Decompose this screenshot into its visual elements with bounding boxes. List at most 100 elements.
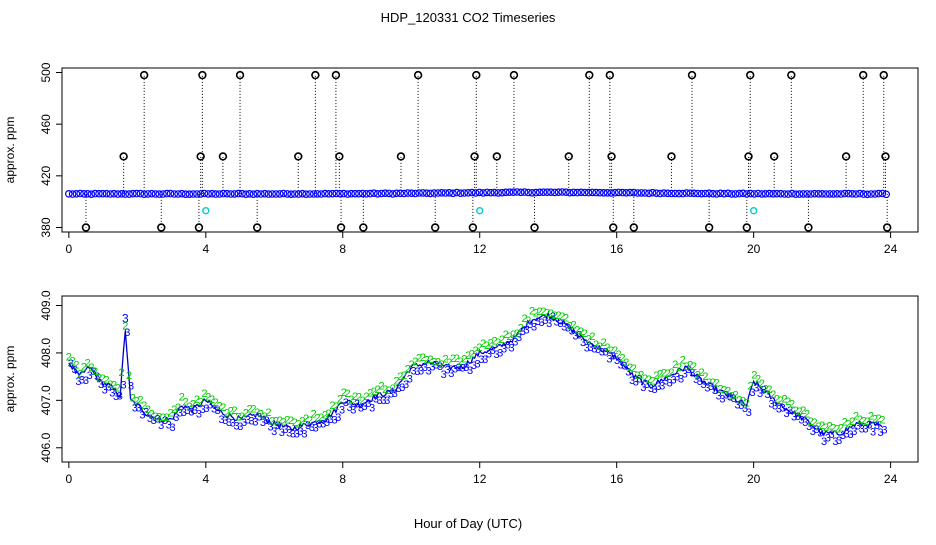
baseline-point xyxy=(742,190,751,198)
marker-2: 2 xyxy=(544,307,550,319)
marker-2: 2 xyxy=(352,391,358,403)
marker-2: 2 xyxy=(292,417,298,429)
marker-3: 3 xyxy=(365,398,371,410)
baseline-point xyxy=(580,188,589,197)
y-tick-label: 409.0 xyxy=(39,290,53,320)
marker-3: 3 xyxy=(746,407,752,419)
marker-2: 2 xyxy=(586,334,592,346)
marker-3: 3 xyxy=(309,422,315,434)
marker-2: 2 xyxy=(522,313,528,325)
baseline-point xyxy=(509,188,518,197)
x-axis-label: Hour of Day (UTC) xyxy=(414,516,522,531)
marker-3: 3 xyxy=(501,343,507,355)
marker-3: 3 xyxy=(384,395,390,407)
marker-3: 3 xyxy=(723,390,729,402)
spike-point xyxy=(336,223,346,232)
marker-2: 2 xyxy=(619,352,625,364)
baseline-point xyxy=(72,190,81,198)
baseline-point xyxy=(155,190,164,198)
baseline-point xyxy=(136,189,145,198)
marker-2: 2 xyxy=(356,392,362,404)
marker-2: 2 xyxy=(201,388,207,400)
marker-3: 3 xyxy=(554,316,560,328)
baseline-point xyxy=(219,189,228,198)
baseline-point xyxy=(539,188,548,197)
baseline-point xyxy=(185,190,194,199)
marker-2: 2 xyxy=(845,419,851,431)
marker-2: 2 xyxy=(812,417,818,429)
marker-3: 3 xyxy=(847,429,853,441)
marker-3: 3 xyxy=(557,318,563,330)
marker-3: 3 xyxy=(640,382,646,394)
marker-3: 3 xyxy=(768,398,774,410)
baseline-point xyxy=(343,190,352,198)
x-tick-label: 24 xyxy=(884,472,898,486)
marker-3: 3 xyxy=(625,367,631,379)
baseline-point xyxy=(867,190,875,198)
top-panel: 0 4 8 12 16 20 24 380 420 460 500 approx. ppm xyxy=(3,62,919,256)
spike-point xyxy=(359,223,368,232)
marker-3: 3 xyxy=(527,319,533,331)
marker-2: 2 xyxy=(348,394,354,406)
baseline-point xyxy=(709,189,717,198)
marker-2: 2 xyxy=(318,412,324,424)
baseline-point xyxy=(806,190,815,198)
baseline-point xyxy=(569,188,578,197)
baseline-point xyxy=(460,189,469,197)
marker-2: 2 xyxy=(424,354,430,366)
marker-3: 3 xyxy=(599,347,605,359)
baseline-point xyxy=(874,189,883,198)
marker-2: 2 xyxy=(216,401,222,413)
marker-3: 3 xyxy=(531,322,537,334)
baseline-point xyxy=(287,190,295,199)
baseline-point xyxy=(660,189,668,197)
marker-3: 3 xyxy=(294,429,300,441)
spike-point xyxy=(139,70,149,80)
marker-2: 2 xyxy=(232,405,238,417)
marker-3: 3 xyxy=(757,388,763,400)
marker-3: 3 xyxy=(143,407,149,419)
marker-2: 2 xyxy=(371,386,377,398)
spike-point xyxy=(468,223,478,232)
marker-3: 3 xyxy=(158,420,164,432)
marker-3: 3 xyxy=(878,427,884,439)
baseline-point xyxy=(317,190,326,198)
marker-2: 2 xyxy=(100,373,106,385)
marker-2: 2 xyxy=(755,374,761,386)
marker-3: 3 xyxy=(426,365,432,377)
marker-2: 2 xyxy=(81,362,87,374)
marker-3: 3 xyxy=(655,381,661,393)
baseline-point xyxy=(652,189,661,198)
baseline-point xyxy=(603,189,612,197)
marker-2: 2 xyxy=(73,359,79,371)
baseline-point xyxy=(791,190,800,199)
x-tick-label: 0 xyxy=(66,472,73,486)
baseline-point xyxy=(705,189,713,198)
marker-3: 3 xyxy=(290,428,296,440)
baseline-point xyxy=(505,188,514,197)
marker-3: 3 xyxy=(147,413,153,425)
marker-2: 2 xyxy=(751,370,757,382)
spike-point xyxy=(331,70,341,80)
marker-2: 2 xyxy=(70,356,76,368)
marker-2: 2 xyxy=(280,417,286,429)
baseline-point xyxy=(452,188,461,197)
marker-3: 3 xyxy=(173,412,179,424)
marker-2: 2 xyxy=(469,349,475,361)
baseline-point xyxy=(727,190,736,198)
marker-2: 2 xyxy=(849,416,855,428)
marker-3: 3 xyxy=(780,403,786,415)
baseline-point xyxy=(693,189,702,198)
baseline-point xyxy=(720,189,729,198)
marker-3: 3 xyxy=(301,428,307,440)
baseline-point xyxy=(336,189,344,198)
marker-2: 2 xyxy=(540,306,546,318)
plot-frame xyxy=(61,67,919,233)
marker-2: 2 xyxy=(190,398,196,410)
marker-2: 2 xyxy=(710,377,716,389)
marker-2: 2 xyxy=(258,408,264,420)
y-tick-label: 380 xyxy=(39,217,53,237)
x-tick-label: 12 xyxy=(473,242,487,256)
baseline-point xyxy=(840,189,849,198)
baseline-point xyxy=(339,189,348,198)
